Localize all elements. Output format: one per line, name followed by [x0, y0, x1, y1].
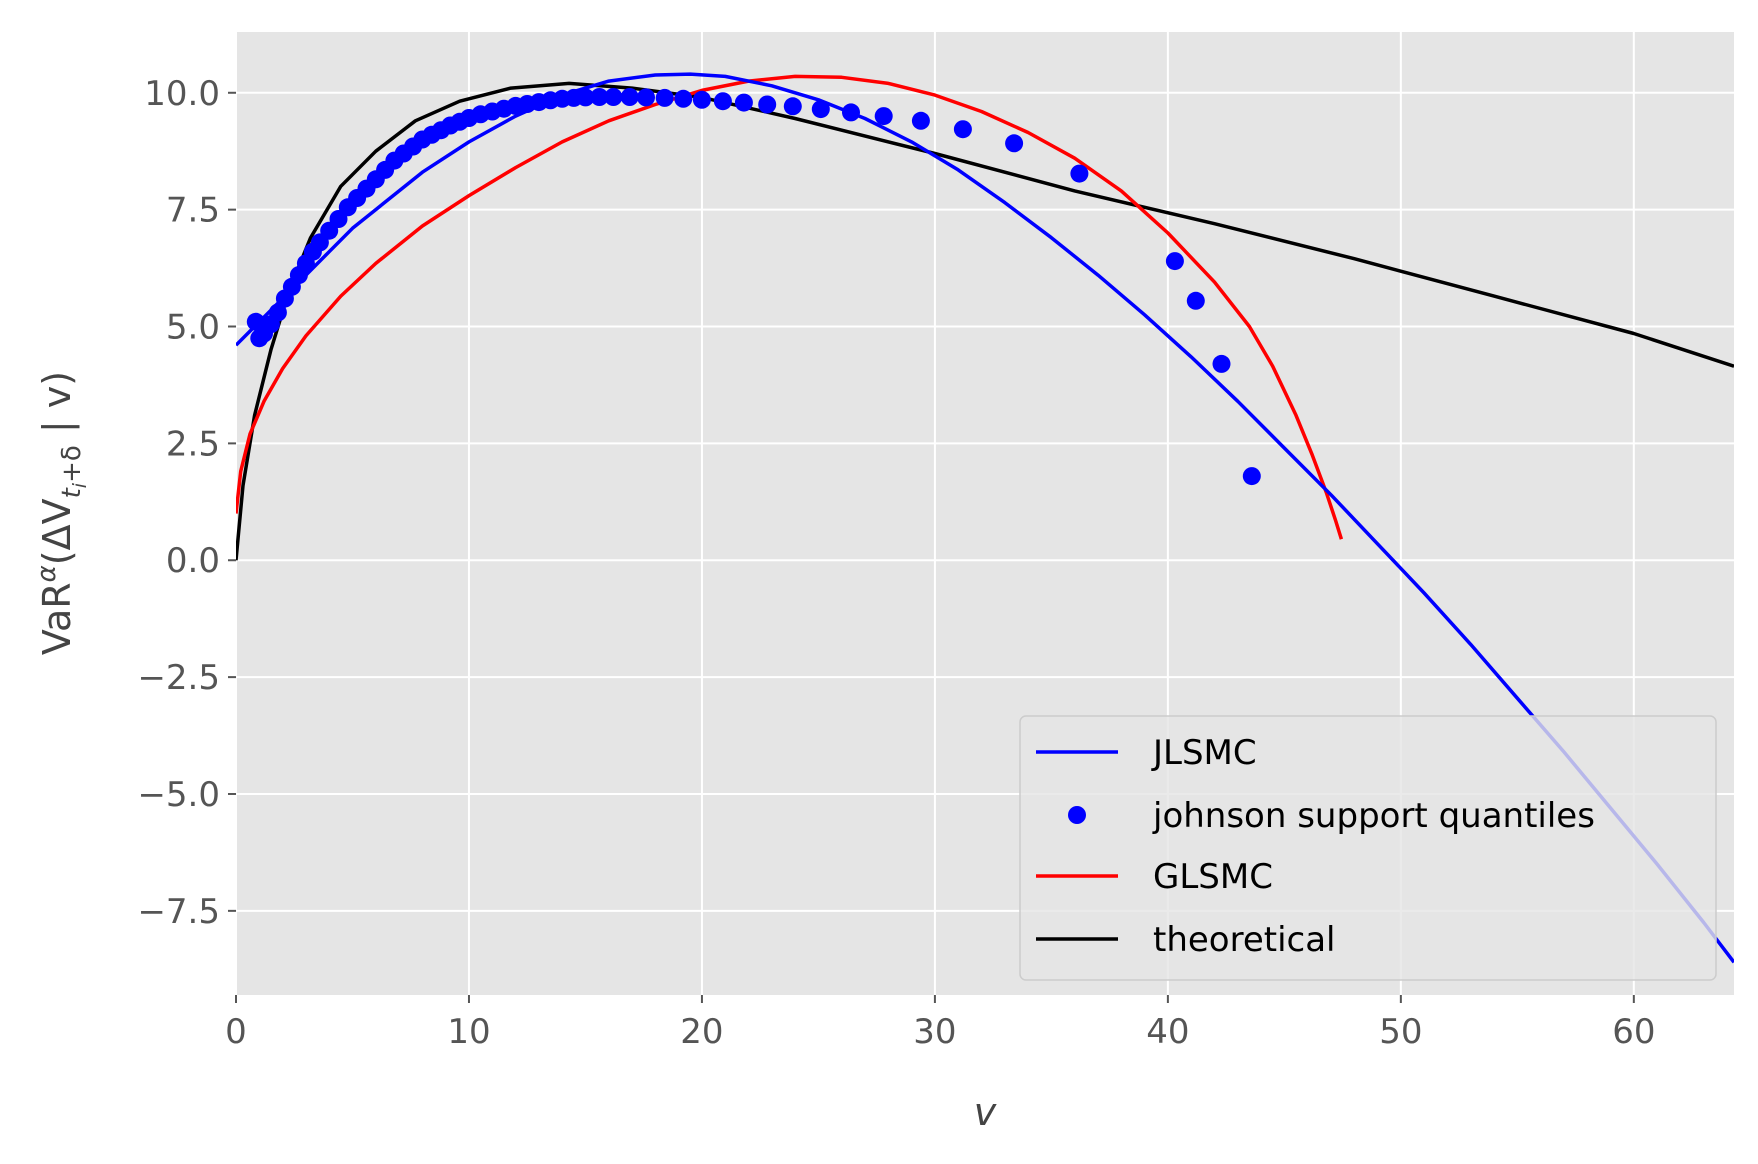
scatter-point	[911, 111, 930, 130]
scatter-point	[655, 88, 674, 107]
legend-swatch-johnson	[1068, 806, 1086, 824]
x-axis-ticks: 0 10 20 30 40 50 60	[225, 995, 1655, 1052]
scatter-point	[620, 88, 639, 106]
scatter-point	[1186, 291, 1205, 310]
scatter-point	[674, 89, 693, 108]
scatter-point	[637, 88, 655, 107]
y-tick-label: 7.5	[166, 191, 220, 231]
series-line-glsmc	[236, 74, 1344, 540]
scatter-point	[1005, 134, 1024, 153]
scatter-point	[590, 88, 609, 106]
series-line-jlsmc	[236, 72, 1734, 964]
y-label-base: VaR	[35, 582, 79, 655]
y-label-open: (ΔV	[35, 498, 79, 565]
y-tick-label: 2.5	[166, 424, 220, 464]
scatter-point	[713, 92, 732, 111]
y-label-sup: α	[32, 565, 62, 582]
y-tick-label: −2.5	[137, 658, 220, 698]
scatter-point	[734, 93, 753, 112]
legend: JLSMC johnson support quantiles GLSMC th…	[1019, 715, 1717, 981]
scatter-point	[783, 97, 802, 116]
x-tick-label: 50	[1379, 1012, 1422, 1052]
series-layer	[236, 72, 1734, 964]
y-label-subsub: i	[69, 482, 91, 488]
x-axis-label: v	[974, 1090, 997, 1134]
scatter-point	[874, 107, 893, 126]
scatter-point	[811, 100, 830, 119]
x-tick-label: 60	[1612, 1012, 1655, 1052]
x-tick-label: 40	[1146, 1012, 1189, 1052]
y-tick-label: −7.5	[137, 892, 220, 932]
scatter-point	[1212, 354, 1231, 373]
scatter-point	[953, 120, 972, 139]
x-tick-label: 20	[680, 1012, 723, 1052]
legend-label-theoretical: theoretical	[1153, 920, 1336, 960]
legend-label-johnson: johnson support quantiles	[1152, 796, 1595, 836]
scatter-point	[1070, 164, 1089, 183]
y-tick-label: 5.0	[166, 308, 220, 348]
y-axis-ticks: −7.5 −5.0 −2.5 0.0 2.5 5.0 7.5 10.0	[137, 74, 236, 932]
y-tick-label: −5.0	[137, 775, 220, 815]
scatter-point	[604, 88, 623, 106]
y-label-close: | v)	[35, 371, 80, 445]
scatter-point	[1165, 252, 1184, 271]
scatter-point	[1242, 467, 1261, 486]
y-tick-label: 0.0	[166, 541, 220, 581]
scatter-point	[268, 303, 287, 322]
y-label-sub-tail: +δ	[57, 445, 87, 483]
legend-frame	[1019, 715, 1717, 981]
x-tick-label: 30	[913, 1012, 956, 1052]
y-label-sub: t	[57, 487, 87, 498]
legend-label-jlsmc: JLSMC	[1151, 733, 1257, 773]
x-tick-label: 0	[225, 1012, 247, 1052]
y-axis-label: VaRα(ΔVti+δ | v)	[32, 371, 91, 655]
scatter-point	[692, 90, 711, 109]
y-tick-label: 10.0	[144, 74, 220, 114]
grid-lines	[235, 32, 1734, 995]
legend-label-glsmc: GLSMC	[1153, 857, 1273, 897]
x-tick-label: 10	[447, 1012, 490, 1052]
scatter-point	[576, 88, 595, 107]
scatter-point	[758, 95, 777, 114]
scatter-point	[842, 103, 860, 122]
